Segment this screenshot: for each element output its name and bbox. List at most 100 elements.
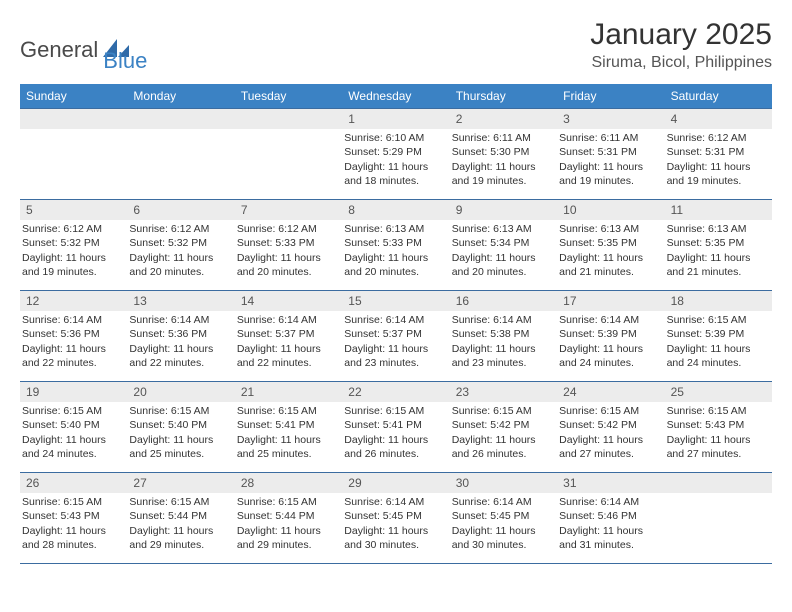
day-info: Sunrise: 6:13 AMSunset: 5:34 PMDaylight:… — [450, 220, 557, 283]
day-number: 2 — [450, 109, 557, 129]
daylight-text: Daylight: 11 hours and 22 minutes. — [129, 342, 230, 370]
day-info: Sunrise: 6:15 AMSunset: 5:43 PMDaylight:… — [20, 493, 127, 556]
weekday-sat: Saturday — [665, 84, 772, 108]
sunrise-text: Sunrise: 6:11 AM — [559, 131, 660, 145]
day-info: Sunrise: 6:14 AMSunset: 5:46 PMDaylight:… — [557, 493, 664, 556]
day-number: 3 — [557, 109, 664, 129]
day-number — [20, 109, 127, 129]
week-row: 12Sunrise: 6:14 AMSunset: 5:36 PMDayligh… — [20, 290, 772, 381]
sunset-text: Sunset: 5:45 PM — [344, 509, 445, 523]
day-number: 28 — [235, 473, 342, 493]
sunrise-text: Sunrise: 6:13 AM — [452, 222, 553, 236]
sunrise-text: Sunrise: 6:15 AM — [344, 404, 445, 418]
daylight-text: Daylight: 11 hours and 25 minutes. — [237, 433, 338, 461]
day-number — [127, 109, 234, 129]
daylight-text: Daylight: 11 hours and 23 minutes. — [452, 342, 553, 370]
day-cell: 25Sunrise: 6:15 AMSunset: 5:43 PMDayligh… — [665, 382, 772, 472]
sunrise-text: Sunrise: 6:15 AM — [22, 404, 123, 418]
day-info: Sunrise: 6:14 AMSunset: 5:45 PMDaylight:… — [342, 493, 449, 556]
sunset-text: Sunset: 5:40 PM — [22, 418, 123, 432]
sunrise-text: Sunrise: 6:14 AM — [559, 313, 660, 327]
day-number: 27 — [127, 473, 234, 493]
day-info: Sunrise: 6:14 AMSunset: 5:39 PMDaylight:… — [557, 311, 664, 374]
daylight-text: Daylight: 11 hours and 20 minutes. — [452, 251, 553, 279]
sunset-text: Sunset: 5:37 PM — [237, 327, 338, 341]
day-cell: 12Sunrise: 6:14 AMSunset: 5:36 PMDayligh… — [20, 291, 127, 381]
daylight-text: Daylight: 11 hours and 24 minutes. — [22, 433, 123, 461]
day-info: Sunrise: 6:15 AMSunset: 5:40 PMDaylight:… — [127, 402, 234, 465]
day-number: 24 — [557, 382, 664, 402]
weekday-sun: Sunday — [20, 84, 127, 108]
day-info: Sunrise: 6:14 AMSunset: 5:36 PMDaylight:… — [20, 311, 127, 374]
day-number: 11 — [665, 200, 772, 220]
week-row: 26Sunrise: 6:15 AMSunset: 5:43 PMDayligh… — [20, 472, 772, 564]
daylight-text: Daylight: 11 hours and 30 minutes. — [344, 524, 445, 552]
brand-general: General — [20, 37, 98, 63]
weekday-header: Sunday Monday Tuesday Wednesday Thursday… — [20, 84, 772, 108]
day-number: 14 — [235, 291, 342, 311]
daylight-text: Daylight: 11 hours and 28 minutes. — [22, 524, 123, 552]
sunset-text: Sunset: 5:38 PM — [452, 327, 553, 341]
daylight-text: Daylight: 11 hours and 24 minutes. — [667, 342, 768, 370]
weekday-thu: Thursday — [450, 84, 557, 108]
sunrise-text: Sunrise: 6:12 AM — [129, 222, 230, 236]
daylight-text: Daylight: 11 hours and 29 minutes. — [237, 524, 338, 552]
brand-logo: General Blue — [20, 18, 147, 74]
sunset-text: Sunset: 5:41 PM — [237, 418, 338, 432]
day-info: Sunrise: 6:15 AMSunset: 5:39 PMDaylight:… — [665, 311, 772, 374]
day-cell: 17Sunrise: 6:14 AMSunset: 5:39 PMDayligh… — [557, 291, 664, 381]
daylight-text: Daylight: 11 hours and 19 minutes. — [22, 251, 123, 279]
day-cell — [235, 109, 342, 199]
day-number: 31 — [557, 473, 664, 493]
daylight-text: Daylight: 11 hours and 19 minutes. — [667, 160, 768, 188]
daylight-text: Daylight: 11 hours and 25 minutes. — [129, 433, 230, 461]
day-info: Sunrise: 6:10 AMSunset: 5:29 PMDaylight:… — [342, 129, 449, 192]
sunrise-text: Sunrise: 6:13 AM — [667, 222, 768, 236]
day-number: 26 — [20, 473, 127, 493]
sunset-text: Sunset: 5:40 PM — [129, 418, 230, 432]
day-number: 20 — [127, 382, 234, 402]
day-number: 7 — [235, 200, 342, 220]
daylight-text: Daylight: 11 hours and 26 minutes. — [452, 433, 553, 461]
sunset-text: Sunset: 5:30 PM — [452, 145, 553, 159]
day-info: Sunrise: 6:12 AMSunset: 5:31 PMDaylight:… — [665, 129, 772, 192]
daylight-text: Daylight: 11 hours and 31 minutes. — [559, 524, 660, 552]
day-cell: 18Sunrise: 6:15 AMSunset: 5:39 PMDayligh… — [665, 291, 772, 381]
day-number: 19 — [20, 382, 127, 402]
day-cell: 20Sunrise: 6:15 AMSunset: 5:40 PMDayligh… — [127, 382, 234, 472]
sunrise-text: Sunrise: 6:14 AM — [452, 313, 553, 327]
day-cell: 23Sunrise: 6:15 AMSunset: 5:42 PMDayligh… — [450, 382, 557, 472]
daylight-text: Daylight: 11 hours and 21 minutes. — [667, 251, 768, 279]
weeks-container: 1Sunrise: 6:10 AMSunset: 5:29 PMDaylight… — [20, 108, 772, 564]
day-cell: 21Sunrise: 6:15 AMSunset: 5:41 PMDayligh… — [235, 382, 342, 472]
sunset-text: Sunset: 5:42 PM — [452, 418, 553, 432]
day-number: 1 — [342, 109, 449, 129]
sunset-text: Sunset: 5:36 PM — [22, 327, 123, 341]
day-info: Sunrise: 6:14 AMSunset: 5:37 PMDaylight:… — [342, 311, 449, 374]
day-cell: 27Sunrise: 6:15 AMSunset: 5:44 PMDayligh… — [127, 473, 234, 563]
day-cell: 30Sunrise: 6:14 AMSunset: 5:45 PMDayligh… — [450, 473, 557, 563]
week-row: 1Sunrise: 6:10 AMSunset: 5:29 PMDaylight… — [20, 108, 772, 199]
day-cell: 24Sunrise: 6:15 AMSunset: 5:42 PMDayligh… — [557, 382, 664, 472]
sunset-text: Sunset: 5:39 PM — [667, 327, 768, 341]
day-info: Sunrise: 6:13 AMSunset: 5:35 PMDaylight:… — [665, 220, 772, 283]
sunrise-text: Sunrise: 6:14 AM — [344, 495, 445, 509]
day-cell: 6Sunrise: 6:12 AMSunset: 5:32 PMDaylight… — [127, 200, 234, 290]
sunset-text: Sunset: 5:33 PM — [237, 236, 338, 250]
sunset-text: Sunset: 5:42 PM — [559, 418, 660, 432]
daylight-text: Daylight: 11 hours and 22 minutes. — [237, 342, 338, 370]
day-number: 12 — [20, 291, 127, 311]
sunrise-text: Sunrise: 6:15 AM — [129, 495, 230, 509]
sunrise-text: Sunrise: 6:12 AM — [667, 131, 768, 145]
day-number: 15 — [342, 291, 449, 311]
sunset-text: Sunset: 5:29 PM — [344, 145, 445, 159]
day-info: Sunrise: 6:15 AMSunset: 5:44 PMDaylight:… — [235, 493, 342, 556]
day-cell — [20, 109, 127, 199]
day-info: Sunrise: 6:13 AMSunset: 5:33 PMDaylight:… — [342, 220, 449, 283]
day-cell: 19Sunrise: 6:15 AMSunset: 5:40 PMDayligh… — [20, 382, 127, 472]
daylight-text: Daylight: 11 hours and 27 minutes. — [559, 433, 660, 461]
day-info: Sunrise: 6:11 AMSunset: 5:30 PMDaylight:… — [450, 129, 557, 192]
day-cell: 2Sunrise: 6:11 AMSunset: 5:30 PMDaylight… — [450, 109, 557, 199]
day-cell: 14Sunrise: 6:14 AMSunset: 5:37 PMDayligh… — [235, 291, 342, 381]
day-info: Sunrise: 6:15 AMSunset: 5:40 PMDaylight:… — [20, 402, 127, 465]
